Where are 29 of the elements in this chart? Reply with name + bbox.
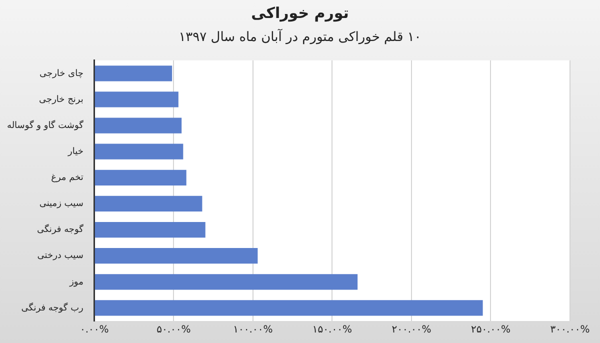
y-tick-label: موز — [68, 277, 84, 288]
x-tick-label: ۱۰۰.۰۰% — [233, 324, 273, 336]
bar — [94, 118, 182, 134]
y-tick-label: رب گوجه فرنگی — [21, 301, 84, 314]
y-tick-label: خیار — [67, 146, 84, 157]
x-tick-label: ۵۰.۰۰% — [156, 324, 191, 336]
bar — [94, 274, 358, 290]
y-tick-label: گوجه فرنگی — [36, 223, 84, 236]
x-tick-label: ۲۰۰.۰۰% — [392, 324, 432, 336]
bar — [94, 300, 483, 316]
x-tick-label: ۱۵۰.۰۰% — [312, 324, 352, 336]
bar — [94, 196, 202, 212]
chart-title: تورم خوراکی — [250, 4, 350, 22]
bar — [94, 222, 206, 238]
bar — [94, 248, 258, 264]
y-tick-label: گوشت گاو و گوساله — [6, 118, 84, 131]
y-tick-label: برنج خارجی — [39, 94, 84, 105]
bar — [94, 170, 186, 186]
bar — [94, 144, 184, 160]
x-tick-label: ۳۰۰.۰۰% — [550, 324, 590, 336]
chart-subtitle: ۱۰ قلم خوراکی متورم در آبان ماه سال ۱۳۹۷ — [178, 30, 422, 45]
y-tick-label: سیب زمینی — [39, 199, 84, 210]
y-tick-label: سیب درختی — [37, 251, 84, 262]
bar — [94, 92, 178, 108]
x-tick-label: ۲۵۰.۰۰% — [470, 324, 511, 336]
x-tick-label: ۰.۰۰% — [80, 324, 109, 336]
y-tick-label: چای خارجی — [39, 68, 84, 79]
bar — [94, 66, 172, 82]
y-tick-label: تخم مرغ — [51, 173, 84, 184]
